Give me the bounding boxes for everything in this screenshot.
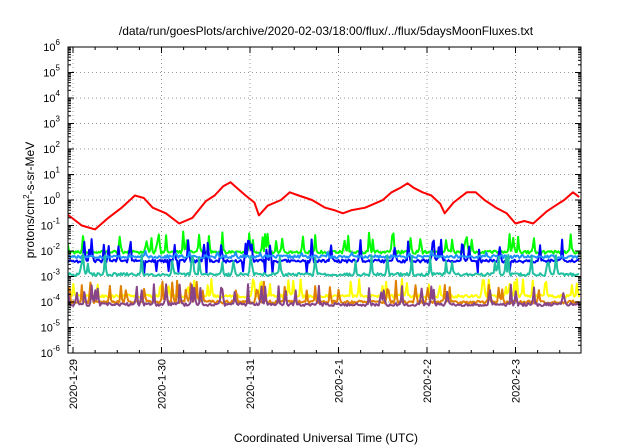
y-axis-label-sup: 2 — [22, 194, 31, 199]
y-tick-label: 102 — [43, 140, 60, 156]
series-layer — [68, 181, 581, 307]
y-tick-label: 101 — [43, 166, 60, 182]
x-tick-label: 2020-1-31 — [245, 359, 257, 409]
y-tick-label: 10-6 — [41, 344, 61, 360]
x-tick-label: 2020-2-3 — [511, 359, 523, 403]
x-tick-label: 2020-1-30 — [157, 359, 169, 409]
y-tick-label: 106 — [43, 38, 60, 54]
series-line-2 — [68, 230, 581, 255]
y-tick-label: 10-5 — [41, 319, 61, 335]
y-tick-label: 10-4 — [41, 293, 61, 309]
plot-frame — [67, 46, 582, 354]
series-line-3 — [68, 238, 580, 275]
series-line-8 — [68, 283, 581, 307]
x-tick-label: 2020-1-29 — [68, 359, 80, 409]
chart-title: /data/run/goesPlots/archive/2020-02-03/1… — [119, 24, 534, 38]
x-tick-label: 2020-2-2 — [422, 359, 434, 403]
y-tick-label: 104 — [43, 89, 60, 105]
y-axis-label: protons/cm2-s-sr-MeV — [22, 142, 37, 258]
y-tick-label: 10-2 — [41, 242, 61, 258]
y-tick-label: 103 — [43, 115, 60, 131]
series-line-4 — [68, 250, 580, 260]
series-line-5 — [68, 253, 580, 277]
x-tick-label: 2020-2-1 — [334, 359, 346, 403]
y-axis-label-main: protons/cm — [23, 199, 37, 258]
y-tick-label: 100 — [43, 191, 60, 207]
series-line-1 — [68, 181, 580, 231]
y-tick-label: 10-1 — [41, 217, 61, 233]
y-tick-label: 10-3 — [41, 268, 61, 284]
series-line-6 — [68, 278, 581, 299]
y-axis-label-tail: -s-sr-MeV — [23, 142, 37, 195]
y-tick-label: 105 — [43, 64, 60, 80]
x-axis-label: Coordinated Universal Time (UTC) — [234, 431, 418, 445]
